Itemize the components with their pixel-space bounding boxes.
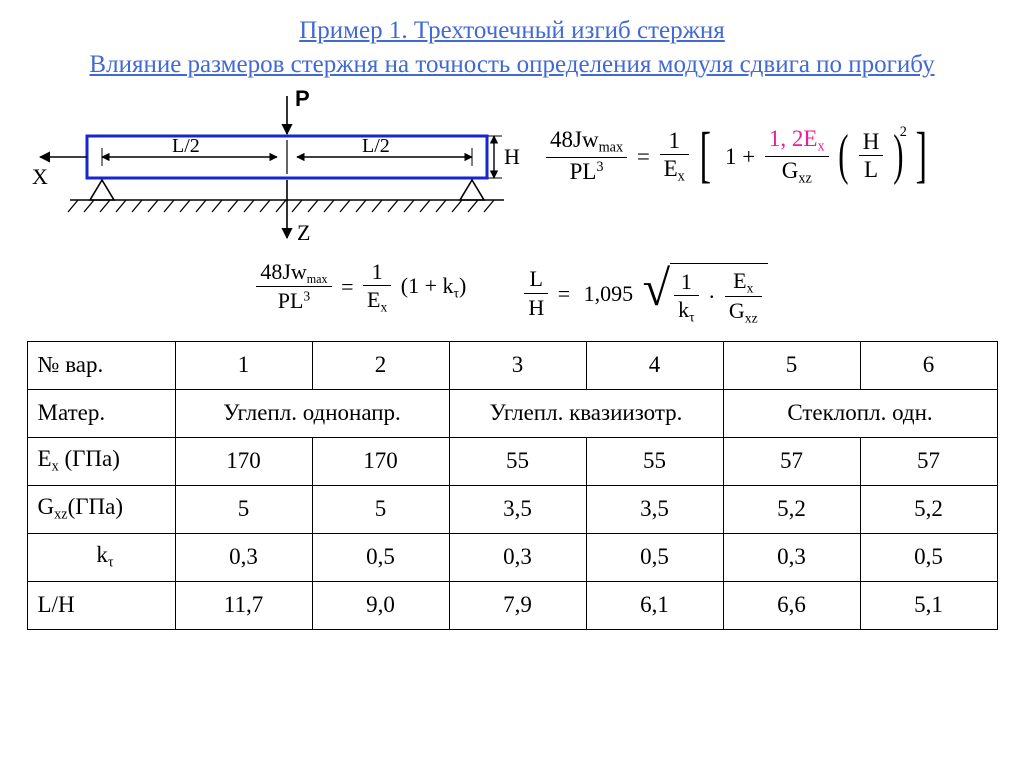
table-cell: 0,3 <box>723 533 860 581</box>
beam-diagram: P X L/2 L/2 H <box>32 88 522 253</box>
table-cell: 5,1 <box>860 581 997 629</box>
table-cell: 3,5 <box>449 485 586 533</box>
label-P: P <box>295 88 310 111</box>
row-label: Gxz(ГПа) <box>27 485 175 533</box>
table-cell: 0,5 <box>586 533 723 581</box>
table-row: kτ0,30,50,30,50,30,5 <box>27 533 997 581</box>
table-cell: 55 <box>586 437 723 485</box>
title-line-2: Влияние размеров стержня на точность опр… <box>89 51 934 78</box>
table-cell: 9,0 <box>312 581 449 629</box>
table-cell: 5 <box>175 485 312 533</box>
table-cell: 5,2 <box>860 485 997 533</box>
table-cell: 57 <box>860 437 997 485</box>
table-cell: 5 <box>312 485 449 533</box>
formula-main: 48Jwmax PL3 = 1 Ex [ 1 + 1, 2Ex Gxz ( H … <box>546 88 931 190</box>
table-cell: 6,6 <box>723 581 860 629</box>
row-label: Ex (ГПа) <box>27 437 175 485</box>
table-cell: 0,3 <box>449 533 586 581</box>
table-row: L/H11,79,07,96,16,65,1 <box>27 581 997 629</box>
table-cell: 1 <box>175 341 312 389</box>
table-cell: 0,3 <box>175 533 312 581</box>
sqrt-expr: √ 1 kτ · Ex Gxz <box>643 259 768 329</box>
table-row: Ex (ГПа)17017055555757 <box>27 437 997 485</box>
formula-LH: L H = 1,095 √ 1 kτ · Ex Gxz <box>524 259 767 329</box>
frac-1-Ex: 1 Ex <box>660 127 689 187</box>
table-cell: 4 <box>586 341 723 389</box>
frac-H-L: H L <box>859 128 884 185</box>
table-cell: 6,1 <box>586 581 723 629</box>
ground-hatch <box>68 200 494 212</box>
support-left <box>90 180 114 200</box>
table-cell: 170 <box>175 437 312 485</box>
label-H: H <box>504 144 520 169</box>
label-Z: Z <box>297 220 310 245</box>
table-cell: 5 <box>723 341 860 389</box>
label-X: X <box>32 164 48 189</box>
table-cell: 6 <box>860 341 997 389</box>
frac-12Ex-Gxz: 1, 2Ex Gxz <box>765 125 829 188</box>
row-label: kτ <box>27 533 175 581</box>
table-cell: Стеклопл. одн. <box>723 389 997 437</box>
row-label: L/H <box>27 581 175 629</box>
title-line-1: Пример 1. Трехточечный изгиб стержня <box>299 17 725 44</box>
table-cell: 11,7 <box>175 581 312 629</box>
frac-48Jw: 48Jwmax PL3 <box>546 126 627 186</box>
table-cell: 5,2 <box>723 485 860 533</box>
table-cell: 0,5 <box>312 533 449 581</box>
results-table: № вар.123456Матер.Углепл. однонапр.Углеп… <box>27 341 998 630</box>
table-cell: 3,5 <box>586 485 723 533</box>
support-right <box>460 180 484 200</box>
table-cell: Углепл. квазиизотр. <box>449 389 723 437</box>
table-row: Матер.Углепл. однонапр.Углепл. квазиизот… <box>27 389 997 437</box>
table-cell: 0,5 <box>860 533 997 581</box>
page-title: Пример 1. Трехточечный изгиб стержня Вли… <box>22 14 1002 82</box>
table-cell: 2 <box>312 341 449 389</box>
row-label: № вар. <box>27 341 175 389</box>
table-row: Gxz(ГПа)553,53,55,25,2 <box>27 485 997 533</box>
table-cell: 7,9 <box>449 581 586 629</box>
row-label: Матер. <box>27 389 175 437</box>
table-cell: 57 <box>723 437 860 485</box>
formula-ktau: 48Jwmax PL3 = 1 Ex (1 + kτ) <box>256 259 470 316</box>
table-cell: 170 <box>312 437 449 485</box>
label-L2-left: L/2 <box>172 135 200 157</box>
table-cell: 55 <box>449 437 586 485</box>
table-cell: 3 <box>449 341 586 389</box>
table-row: № вар.123456 <box>27 341 997 389</box>
table-cell: Углепл. однонапр. <box>175 389 449 437</box>
label-L2-right: L/2 <box>362 135 390 157</box>
